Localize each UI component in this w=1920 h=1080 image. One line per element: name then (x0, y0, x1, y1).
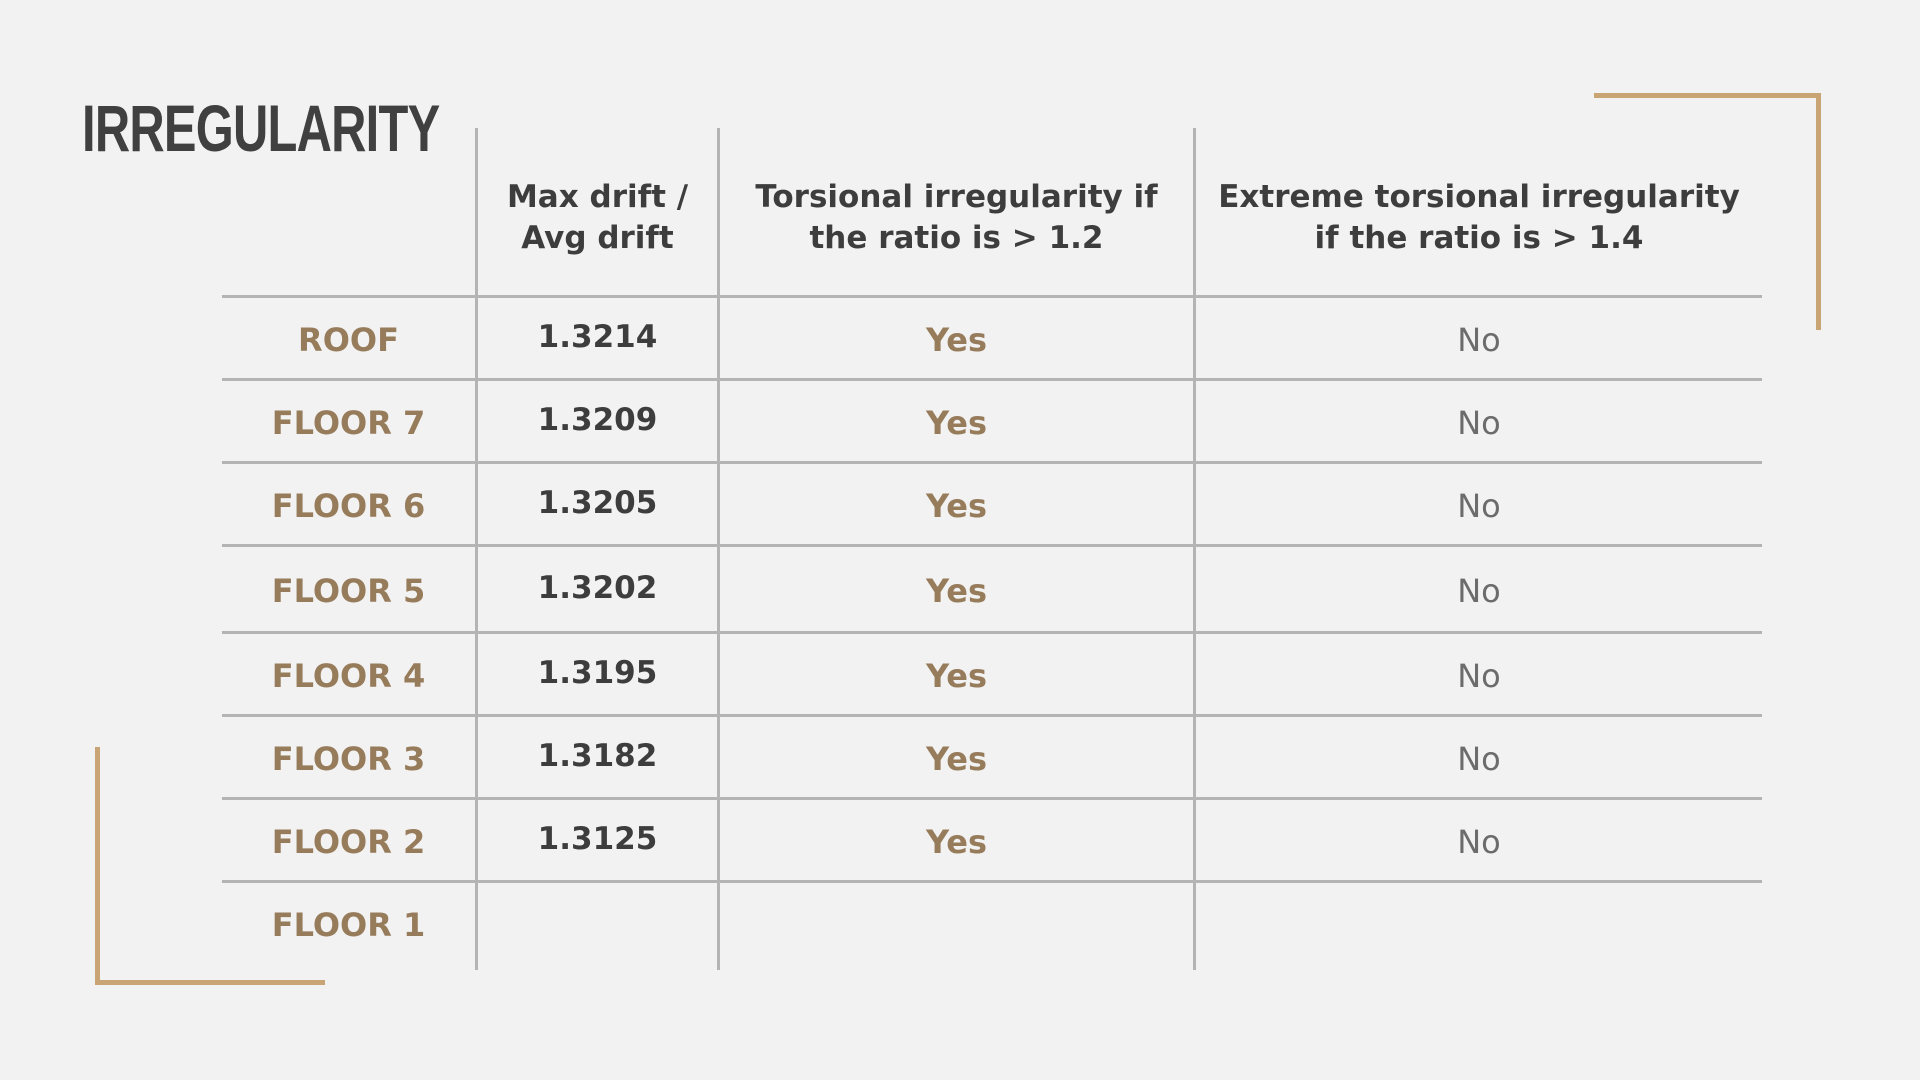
row-divider (222, 797, 1762, 800)
table-row: ROOF 1.3214 Yes No (222, 298, 1762, 381)
row-label: FLOOR 6 (271, 486, 426, 525)
extreme-result: No (1457, 486, 1501, 525)
row-divider (222, 880, 1762, 883)
column-divider (1193, 128, 1196, 970)
torsional-result: Yes (926, 320, 987, 359)
header-line: Torsional irregularity if (755, 179, 1158, 215)
extreme-result: No (1457, 571, 1501, 610)
row-divider (222, 295, 1762, 298)
drift-ratio: 1.3182 (537, 737, 658, 774)
drift-ratio: 1.3195 (537, 654, 658, 691)
table-row: FLOOR 1 (222, 883, 1762, 966)
header-line: the ratio is > 1.2 (809, 220, 1104, 256)
header-line: Max drift / (506, 179, 689, 215)
extreme-result: No (1457, 403, 1501, 442)
torsional-result (720, 883, 1193, 966)
header-line: Avg drift (521, 220, 674, 256)
header-torsional: Torsional irregularity if the ratio is >… (720, 128, 1193, 296)
row-label: FLOOR 4 (271, 656, 426, 695)
torsional-result: Yes (926, 571, 987, 610)
row-label: FLOOR 5 (271, 571, 426, 610)
extreme-result (1196, 883, 1762, 966)
table-row: FLOOR 4 1.3195 Yes No (222, 634, 1762, 717)
extreme-result: No (1457, 739, 1501, 778)
header-line: if the ratio is > 1.4 (1314, 220, 1644, 256)
row-label: ROOF (298, 320, 399, 359)
row-divider (222, 461, 1762, 464)
row-label: FLOOR 1 (271, 905, 426, 944)
table-row: FLOOR 6 1.3205 Yes No (222, 464, 1762, 547)
torsional-result: Yes (926, 822, 987, 861)
column-divider (475, 128, 478, 970)
table-row: FLOOR 5 1.3202 Yes No (222, 549, 1762, 632)
page-title: IRREGULARITY (82, 91, 440, 165)
row-label: FLOOR 3 (271, 739, 426, 778)
header-max-avg-drift: Max drift / Avg drift (478, 128, 717, 296)
torsional-result: Yes (926, 656, 987, 695)
extreme-result: No (1457, 822, 1501, 861)
header-line: Extreme torsional irregularity (1218, 179, 1740, 215)
row-divider (222, 378, 1762, 381)
table-row: FLOOR 2 1.3125 Yes No (222, 800, 1762, 883)
extreme-result: No (1457, 320, 1501, 359)
drift-ratio: 1.3202 (537, 569, 658, 606)
column-divider (717, 128, 720, 970)
row-divider (222, 714, 1762, 717)
torsional-result: Yes (926, 403, 987, 442)
irregularity-table: Max drift / Avg drift Torsional irregula… (222, 128, 1762, 970)
drift-ratio: 1.3214 (537, 318, 658, 355)
row-label: FLOOR 7 (271, 403, 426, 442)
table-row: FLOOR 7 1.3209 Yes No (222, 381, 1762, 464)
row-label: FLOOR 2 (271, 822, 426, 861)
drift-ratio: 1.3125 (537, 820, 658, 857)
row-divider (222, 631, 1762, 634)
torsional-result: Yes (926, 486, 987, 525)
header-extreme-torsional: Extreme torsional irregularity if the ra… (1196, 128, 1762, 296)
drift-ratio: 1.3205 (537, 484, 658, 521)
decorative-bracket-top-right (1594, 93, 1821, 330)
torsional-result: Yes (926, 739, 987, 778)
table-row: FLOOR 3 1.3182 Yes No (222, 717, 1762, 800)
drift-ratio: 1.3209 (537, 401, 658, 438)
extreme-result: No (1457, 656, 1501, 695)
row-divider (222, 544, 1762, 547)
drift-ratio (478, 883, 717, 966)
decorative-bracket-bottom-left (95, 747, 325, 985)
